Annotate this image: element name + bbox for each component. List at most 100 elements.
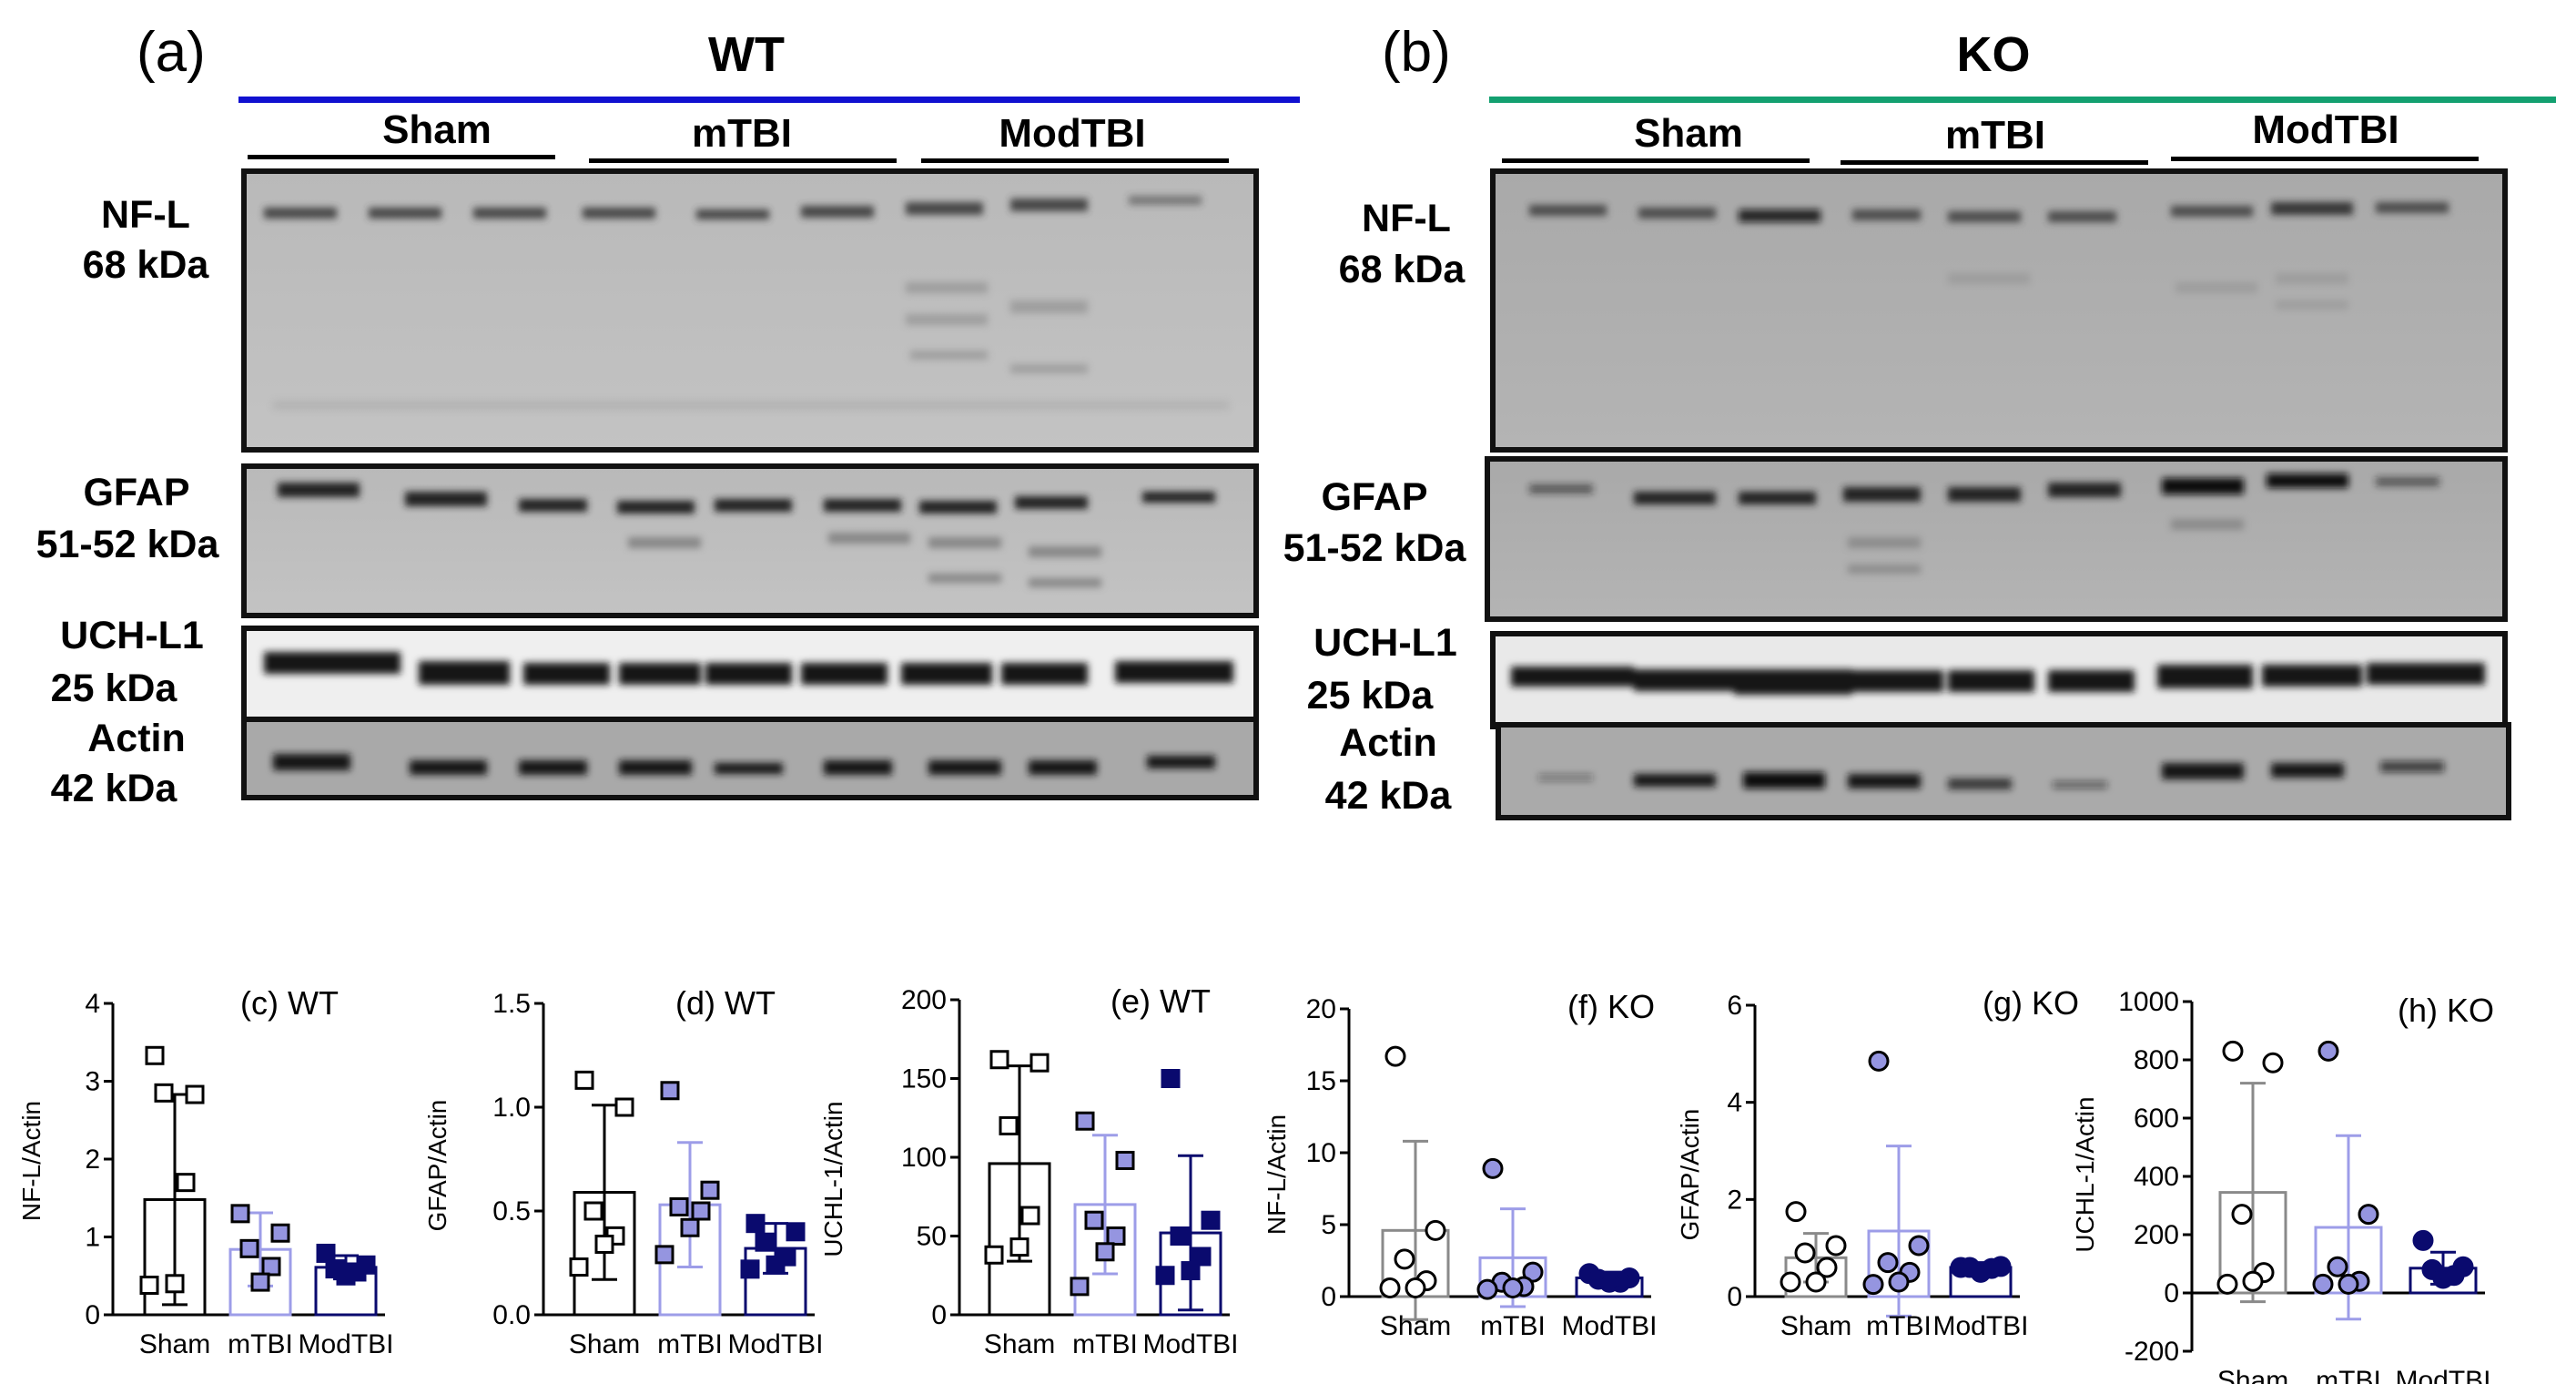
- data-point: [1084, 1210, 1104, 1230]
- data-point: [165, 1274, 185, 1294]
- blot-image-actin-ko: [1496, 722, 2511, 820]
- x-tick-label: ModTBI: [727, 1329, 823, 1359]
- y-axis-title: NF-L/Actin: [1263, 1114, 1291, 1235]
- y-axis-title: UCHL-1/Actin: [819, 1101, 847, 1257]
- y-tick-label: 0: [1727, 1282, 1742, 1312]
- data-point: [745, 1214, 766, 1234]
- y-tick-label: 400: [2134, 1162, 2179, 1192]
- data-point: [1020, 1206, 1040, 1226]
- data-point: [1794, 1242, 1816, 1264]
- condition-label-modtbi-ko: ModTBI: [2252, 107, 2399, 152]
- blot-image-actin-wt: [241, 717, 1259, 800]
- y-tick-label: 1: [85, 1223, 100, 1253]
- blot-name-uchl1: UCH-L1: [60, 614, 204, 657]
- data-point: [614, 1097, 634, 1117]
- data-point: [1877, 1252, 1899, 1274]
- data-point: [1476, 1278, 1498, 1300]
- data-point: [1482, 1157, 1504, 1179]
- data-point: [2262, 1052, 2284, 1074]
- data-point: [680, 1217, 700, 1237]
- data-point: [660, 1081, 680, 1101]
- blot-weight-gfap: 51-52 kDa: [36, 523, 220, 566]
- x-tick-label: ModTBI: [298, 1329, 393, 1359]
- data-point: [1425, 1219, 1446, 1241]
- panel-letter-b: (b): [1382, 21, 1451, 84]
- data-point: [594, 1234, 614, 1254]
- data-point: [583, 1201, 603, 1221]
- y-tick-label: 10: [1306, 1138, 1336, 1168]
- condition-line-mtbi-ko: [1841, 160, 2148, 165]
- blot-weight-actin-ko: 42 kDa: [1325, 774, 1453, 818]
- y-axis-title: GFAP/Actin: [423, 1100, 451, 1232]
- y-tick-label: 5: [1321, 1210, 1336, 1240]
- condition-label-sham: Sham: [382, 107, 492, 152]
- y-tick-label: 6: [1727, 991, 1742, 1021]
- panel-b-ko-blots: (b) KO Sham mTBI ModTBI NF-L 68 kDa GFAP…: [1283, 21, 2556, 820]
- data-point: [1379, 1277, 1401, 1299]
- blot-image-gfap-ko: [1485, 456, 2508, 622]
- x-tick-label: ModTBI: [1561, 1311, 1657, 1341]
- x-tick-label: ModTBI: [1932, 1311, 2028, 1341]
- condition-label-sham-ko: Sham: [1634, 111, 1743, 156]
- y-axis-title: NF-L/Actin: [17, 1101, 46, 1221]
- data-point: [1095, 1242, 1115, 1262]
- chart-c: (c) WT NF-L/Actin 0 1 2 3 4 Sham mTBI ModTBI: [17, 984, 394, 1359]
- data-point: [1805, 1271, 1827, 1293]
- data-point: [2242, 1270, 2264, 1292]
- chart-marks: 0 50 100 150 200 Sham mTBI ModTBI: [901, 985, 1239, 1359]
- y-tick-label: 200: [901, 985, 947, 1015]
- data-point: [270, 1223, 290, 1243]
- data-point: [569, 1257, 589, 1277]
- blot-name-gfap: GFAP: [83, 471, 189, 514]
- chart-tag: (e) WT: [1111, 982, 1211, 1020]
- chart-tag: (f) KO: [1567, 988, 1655, 1025]
- blot-image-uchl1-ko: [1490, 631, 2508, 729]
- data-point: [654, 1245, 674, 1265]
- y-tick-label: 2: [85, 1145, 100, 1175]
- data-point: [1201, 1210, 1221, 1230]
- data-point: [691, 1201, 711, 1221]
- x-tick-label: mTBI: [2316, 1366, 2381, 1384]
- chart-tag: (h) KO: [2398, 992, 2494, 1029]
- chart-tag: (d) WT: [675, 984, 776, 1022]
- data-point: [336, 1266, 356, 1286]
- y-tick-label: 1.5: [492, 989, 531, 1019]
- blot-name-nfl-ko: NF-L: [1362, 197, 1451, 240]
- data-point: [669, 1196, 689, 1216]
- group-title-ko: KO: [1957, 27, 2031, 82]
- data-point: [766, 1255, 786, 1275]
- data-point: [1394, 1248, 1415, 1270]
- data-point: [1780, 1271, 1801, 1293]
- data-point: [2338, 1273, 2359, 1295]
- y-tick-label: 50: [917, 1222, 947, 1252]
- chart-marks: 0.0 0.5 1.0 1.5 Sham mTBI ModTBI: [492, 989, 823, 1359]
- data-point: [1181, 1261, 1201, 1281]
- panel-letter-a: (a): [137, 21, 206, 84]
- blot-name-uchl1-ko: UCH-L1: [1313, 621, 1457, 665]
- blot-weight-uchl1-ko: 25 kDa: [1307, 674, 1435, 717]
- condition-line-modtbi: [921, 158, 1229, 163]
- condition-line-modtbi-ko: [2171, 157, 2479, 161]
- condition-label-mtbi: mTBI: [692, 111, 792, 156]
- data-point: [2216, 1273, 2238, 1295]
- chart-tag: (g) KO: [1983, 984, 2079, 1022]
- data-point: [1825, 1235, 1847, 1257]
- chart-marks: 0 5 10 15 20 Sham mTBI ModTBI: [1306, 994, 1658, 1341]
- y-tick-label: 0: [1321, 1282, 1336, 1312]
- x-tick-label: Sham: [1780, 1311, 1851, 1341]
- data-point: [261, 1257, 281, 1277]
- data-point: [145, 1045, 165, 1065]
- blot-image-gfap-wt: [241, 463, 1259, 618]
- y-axis-title: GFAP/Actin: [1676, 1109, 1704, 1241]
- y-tick-label: 3: [85, 1067, 100, 1097]
- y-tick-label: 4: [1727, 1088, 1742, 1118]
- data-point: [1862, 1274, 1884, 1296]
- data-point: [154, 1083, 174, 1103]
- chart-marks: 0 2 4 6 Sham mTBI ModTBI: [1727, 991, 2028, 1341]
- y-tick-label: 200: [2134, 1220, 2179, 1250]
- y-tick-label: 800: [2134, 1045, 2179, 1075]
- y-tick-label: 0.5: [492, 1196, 531, 1226]
- data-point: [989, 1050, 1009, 1070]
- data-point: [1888, 1271, 1910, 1293]
